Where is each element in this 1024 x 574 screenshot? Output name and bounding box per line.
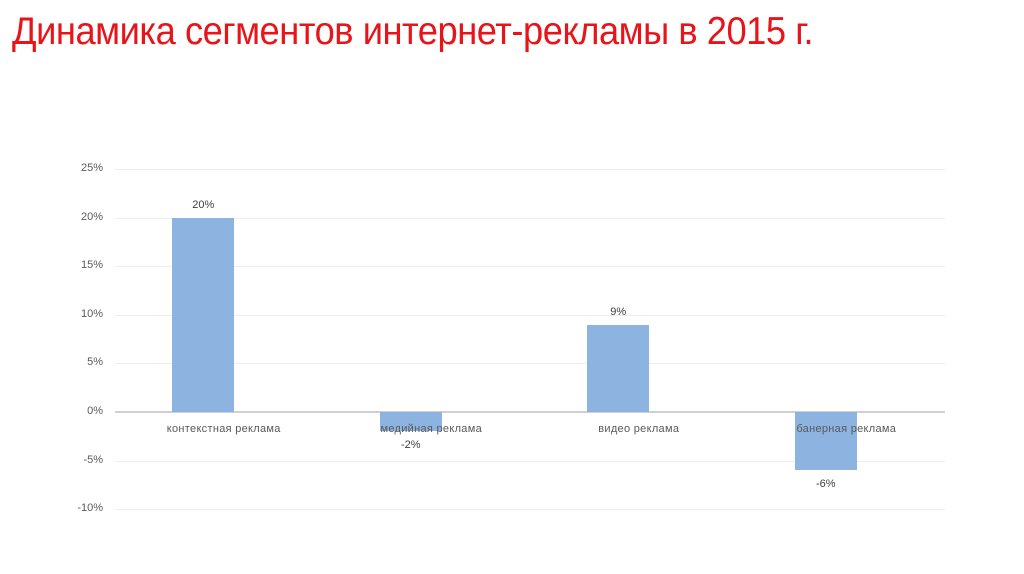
data-label: -2% <box>400 439 421 452</box>
y-tick-label: 25% <box>80 162 103 174</box>
data-label: 9% <box>610 305 627 318</box>
y-tick-label: -5% <box>83 453 103 466</box>
gridline <box>115 509 945 511</box>
slide-title: Динамика сегментов интернет-рекламы в 20… <box>12 10 814 53</box>
bar <box>587 324 650 412</box>
y-tick-label: 15% <box>80 259 103 272</box>
gridline <box>115 363 945 365</box>
gridline <box>115 217 945 219</box>
bar <box>172 217 235 412</box>
zero-axis-line <box>115 411 945 413</box>
category-label: медийная реклама <box>380 423 483 435</box>
data-label: 20% <box>192 198 215 211</box>
category-label: видео реклама <box>598 423 680 435</box>
data-label: -6% <box>815 478 836 491</box>
y-tick-label: 20% <box>80 210 103 223</box>
category-label: контекстная реклама <box>166 423 281 435</box>
gridline <box>115 169 945 170</box>
y-tick-label: 5% <box>87 356 103 369</box>
y-tick-label: -10% <box>77 502 103 515</box>
gridline <box>115 266 945 268</box>
y-tick-label: 10% <box>80 307 103 320</box>
bar <box>379 412 442 432</box>
category-label: банерная реклама <box>796 423 897 435</box>
y-tick-label: 0% <box>87 405 103 417</box>
gridline <box>115 460 945 462</box>
bar <box>794 412 857 471</box>
gridline <box>115 314 945 316</box>
